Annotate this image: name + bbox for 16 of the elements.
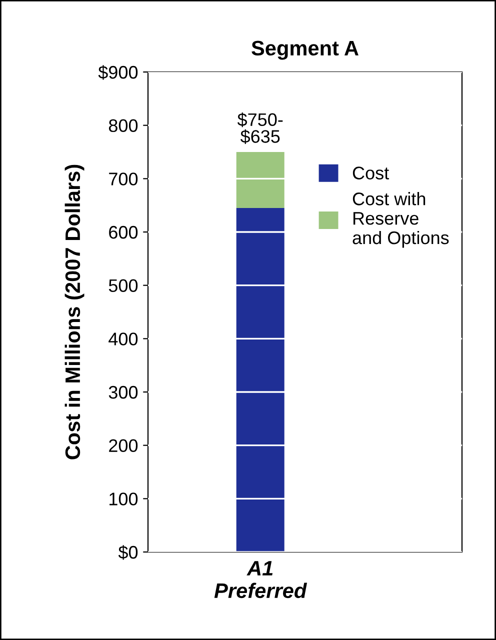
annotation: $750- $635 xyxy=(237,112,283,144)
y-tick-label: 600 xyxy=(109,226,138,239)
y-axis-title: Cost in Millions (2007 Dollars) xyxy=(64,164,84,460)
chart-title: Segment A xyxy=(252,40,358,60)
legend-label: Cost xyxy=(352,166,389,180)
y-tick-label: 500 xyxy=(108,279,138,292)
y-tick-label: 300 xyxy=(108,386,138,399)
legend-label: Cost with Reserve and Options xyxy=(352,192,449,248)
y-tick-label: 400 xyxy=(108,332,138,346)
y-tick-label: 200 xyxy=(109,439,138,452)
y-tick-label: 800 xyxy=(108,119,138,132)
y-tick-label: 100 xyxy=(110,492,138,506)
y-tick-label: 700 xyxy=(109,172,138,186)
y-tick-label: $0 xyxy=(118,545,138,560)
x-tick-label: A1 Preferred xyxy=(214,561,308,598)
y-tick-label: $900 xyxy=(98,65,138,80)
